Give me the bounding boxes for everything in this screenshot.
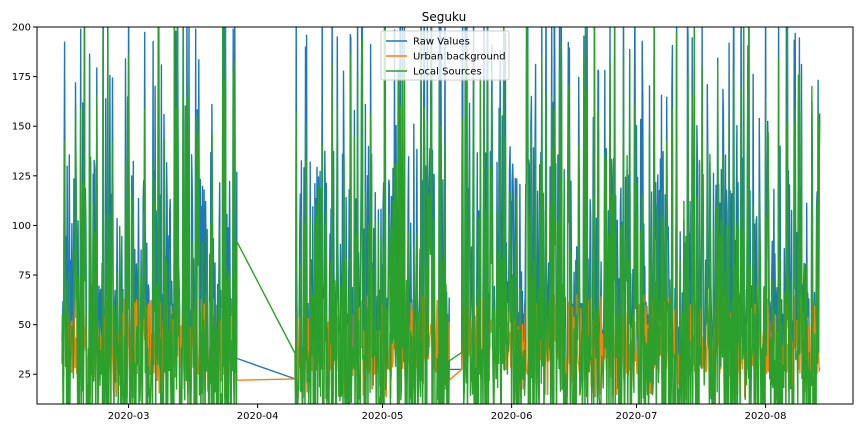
y-tick-label: 25 — [18, 370, 31, 381]
y-tick-label: 175 — [12, 72, 31, 83]
y-axis: 25 50 75 100 125 150 175 200 — [12, 23, 37, 381]
x-tick-label: 2020-06 — [491, 411, 533, 422]
y-tick-label: 150 — [12, 122, 31, 133]
x-tick-label: 2020-07 — [616, 411, 658, 422]
plot-frame — [36, 26, 854, 405]
legend: Raw Values Urban background Local Sources — [380, 30, 510, 81]
x-tick-label: 2020-04 — [237, 411, 279, 422]
series-line-3 — [61, 27, 821, 404]
y-tick-label: 50 — [18, 320, 31, 331]
legend-label-2: Urban background — [413, 52, 506, 63]
x-axis: 2020-03 2020-04 2020-05 2020-06 2020-07 2020-… — [108, 404, 787, 422]
x-tick-label: 2020-03 — [108, 411, 150, 422]
x-tick-label: 2020-05 — [362, 411, 404, 422]
legend-label-1: Raw Values — [413, 37, 470, 48]
y-tick-label: 200 — [12, 23, 31, 34]
x-tick-label: 2020-08 — [745, 411, 787, 422]
chart-title: Seguku — [422, 10, 466, 24]
y-tick-label: 100 — [12, 221, 31, 232]
y-tick-label: 125 — [12, 171, 31, 182]
y-tick-label: 75 — [18, 271, 31, 282]
legend-label-3: Local Sources — [413, 67, 482, 78]
legend-box — [380, 30, 510, 81]
plot-area — [61, 27, 821, 404]
